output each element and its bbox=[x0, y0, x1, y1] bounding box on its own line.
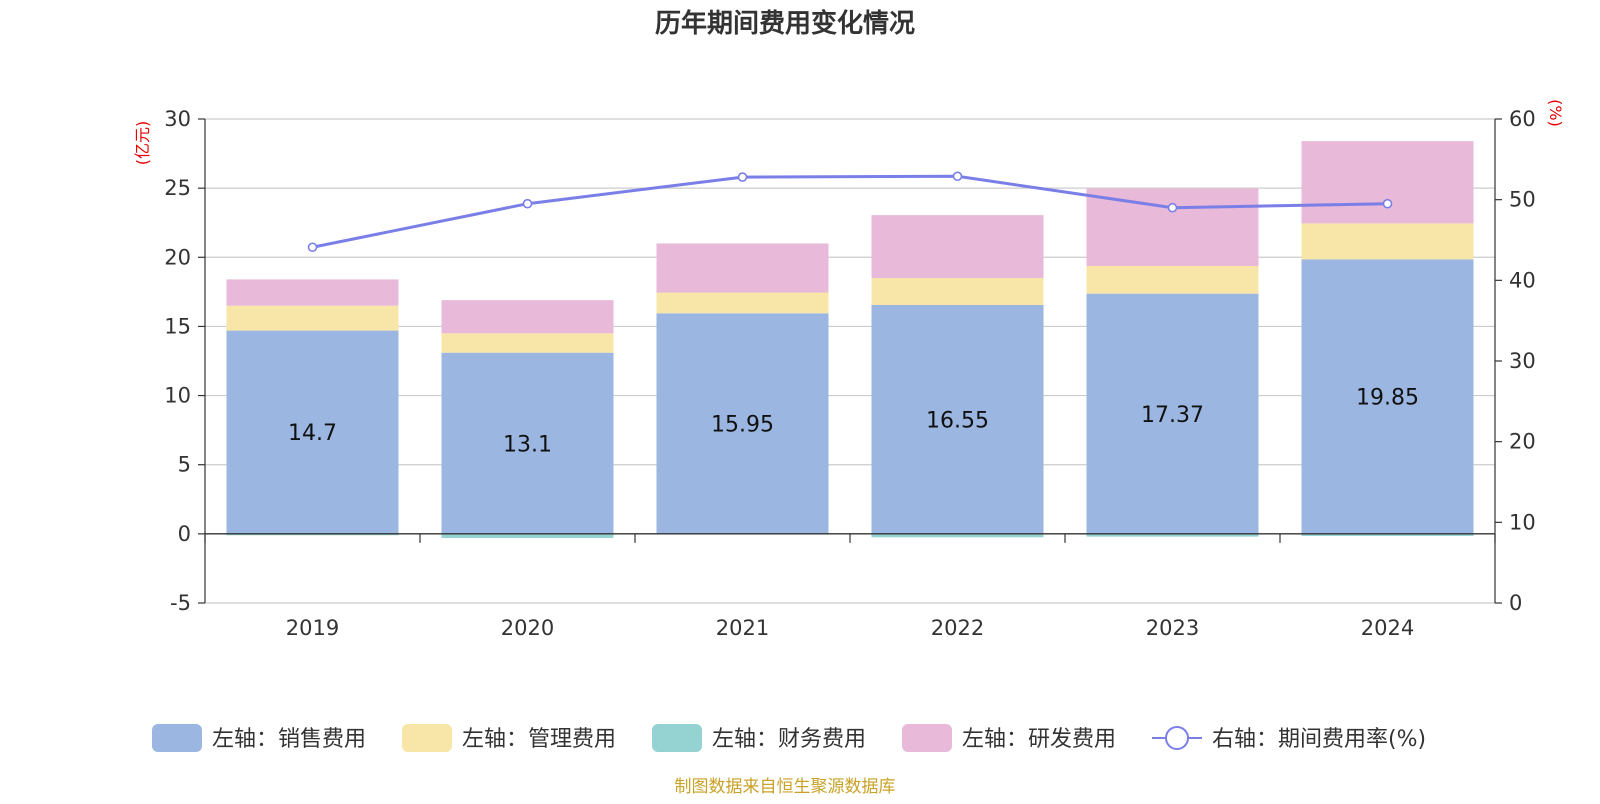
bar-segment bbox=[1301, 259, 1474, 534]
left-axis-tick-label: 20 bbox=[164, 245, 191, 269]
legend-swatch bbox=[402, 724, 452, 752]
bar-segment bbox=[656, 313, 829, 534]
bar-segment bbox=[226, 305, 399, 331]
legend-label: 左轴：研发费用 bbox=[962, 727, 1116, 752]
x-axis-tick-label: 2024 bbox=[1361, 616, 1414, 640]
legend-swatch-marker bbox=[1165, 726, 1189, 750]
right-axis-tick-label: 60 bbox=[1509, 107, 1536, 131]
bar-value-label: 16.55 bbox=[926, 408, 989, 433]
bar-segment bbox=[441, 533, 614, 539]
left-axis-tick-label: 10 bbox=[164, 384, 191, 408]
bar-value-label: 15.95 bbox=[711, 413, 774, 438]
left-axis-tick-label: -5 bbox=[170, 591, 191, 615]
bar-segment bbox=[441, 300, 614, 334]
left-axis-tick-label: 25 bbox=[164, 176, 191, 200]
rate-line-point bbox=[1382, 198, 1393, 209]
bar-segment bbox=[441, 352, 614, 534]
bar-value-label: 13.1 bbox=[503, 432, 552, 457]
legend-swatch bbox=[902, 724, 952, 752]
legend: 左轴：销售费用 左轴：管理费用 左轴：财务费用 左轴：研发费用 右轴：期间费用率(%) bbox=[152, 724, 1426, 752]
bar-value-label: 14.7 bbox=[288, 421, 337, 446]
data-source: 制图数据来自恒生聚源数据库 bbox=[675, 777, 896, 797]
bars bbox=[226, 141, 1474, 539]
bar-segment bbox=[1086, 188, 1259, 266]
legend-label: 左轴：管理费用 bbox=[462, 727, 616, 752]
axes: -5 0 5 10 15 20 25 30 0 10 20 30 40 50 60 2019 2020 2021 2… bbox=[164, 107, 1535, 640]
right-axis-tick-label: 0 bbox=[1509, 591, 1522, 615]
right-axis-tick-label: 30 bbox=[1509, 349, 1536, 373]
right-axis-tick-label: 10 bbox=[1509, 510, 1536, 534]
rate-line bbox=[307, 171, 1393, 253]
legend-label: 左轴：销售费用 bbox=[212, 727, 366, 752]
legend-swatch bbox=[652, 724, 702, 752]
x-axis-tick-label: 2021 bbox=[716, 616, 769, 640]
x-axis-tick-label: 2019 bbox=[286, 616, 339, 640]
gridlines bbox=[205, 118, 1495, 604]
legend-label: 右轴：期间费用率(%) bbox=[1212, 727, 1426, 752]
rate-line-point bbox=[307, 242, 318, 253]
rate-line-point bbox=[737, 172, 748, 182]
bar-segment bbox=[1086, 533, 1259, 537]
right-axis-tick-label: 20 bbox=[1509, 430, 1536, 454]
bar-segment bbox=[1086, 293, 1259, 534]
rate-line-point bbox=[952, 171, 963, 182]
bar-value-label: 17.37 bbox=[1141, 403, 1204, 428]
data-labels: 14.7 13.1 15.95 16.55 17.37 19.85 bbox=[288, 386, 1419, 458]
bar-segment bbox=[1301, 533, 1474, 536]
bar-segment bbox=[226, 279, 399, 306]
right-axis-tick-label: 40 bbox=[1509, 268, 1536, 292]
left-axis-tick-label: 5 bbox=[178, 453, 191, 477]
bar-value-label: 19.85 bbox=[1356, 386, 1419, 411]
bar-segment bbox=[871, 215, 1044, 279]
chart-title: 历年期间费用变化情况 bbox=[655, 8, 915, 39]
rate-line-path bbox=[312, 174, 1388, 249]
bar-segment bbox=[871, 278, 1044, 305]
bar-segment bbox=[871, 304, 1044, 534]
legend-swatch bbox=[152, 724, 202, 752]
x-axis-tick-label: 2020 bbox=[501, 616, 554, 640]
left-axis-unit: (亿元) bbox=[133, 121, 152, 166]
bar-segment bbox=[656, 292, 829, 314]
bar-segment bbox=[1301, 141, 1474, 224]
left-axis-tick-label: 15 bbox=[164, 314, 191, 338]
legend-label: 左轴：财务费用 bbox=[712, 727, 866, 752]
left-axis-tick-label: 0 bbox=[178, 522, 191, 546]
bar-segment bbox=[441, 333, 614, 353]
rate-line-point bbox=[522, 198, 533, 209]
x-axis-tick-label: 2023 bbox=[1146, 616, 1199, 640]
bar-segment bbox=[656, 243, 829, 293]
rate-line-point bbox=[1167, 202, 1178, 213]
bar-segment bbox=[1086, 265, 1259, 294]
left-axis-tick-label: 30 bbox=[164, 107, 191, 131]
bar-segment bbox=[871, 533, 1044, 538]
right-axis-unit: (%) bbox=[1546, 99, 1565, 127]
x-axis-tick-label: 2022 bbox=[931, 616, 984, 640]
bar-segment bbox=[1301, 223, 1474, 260]
bar-segment bbox=[226, 330, 399, 534]
right-axis-tick-label: 50 bbox=[1509, 188, 1536, 212]
